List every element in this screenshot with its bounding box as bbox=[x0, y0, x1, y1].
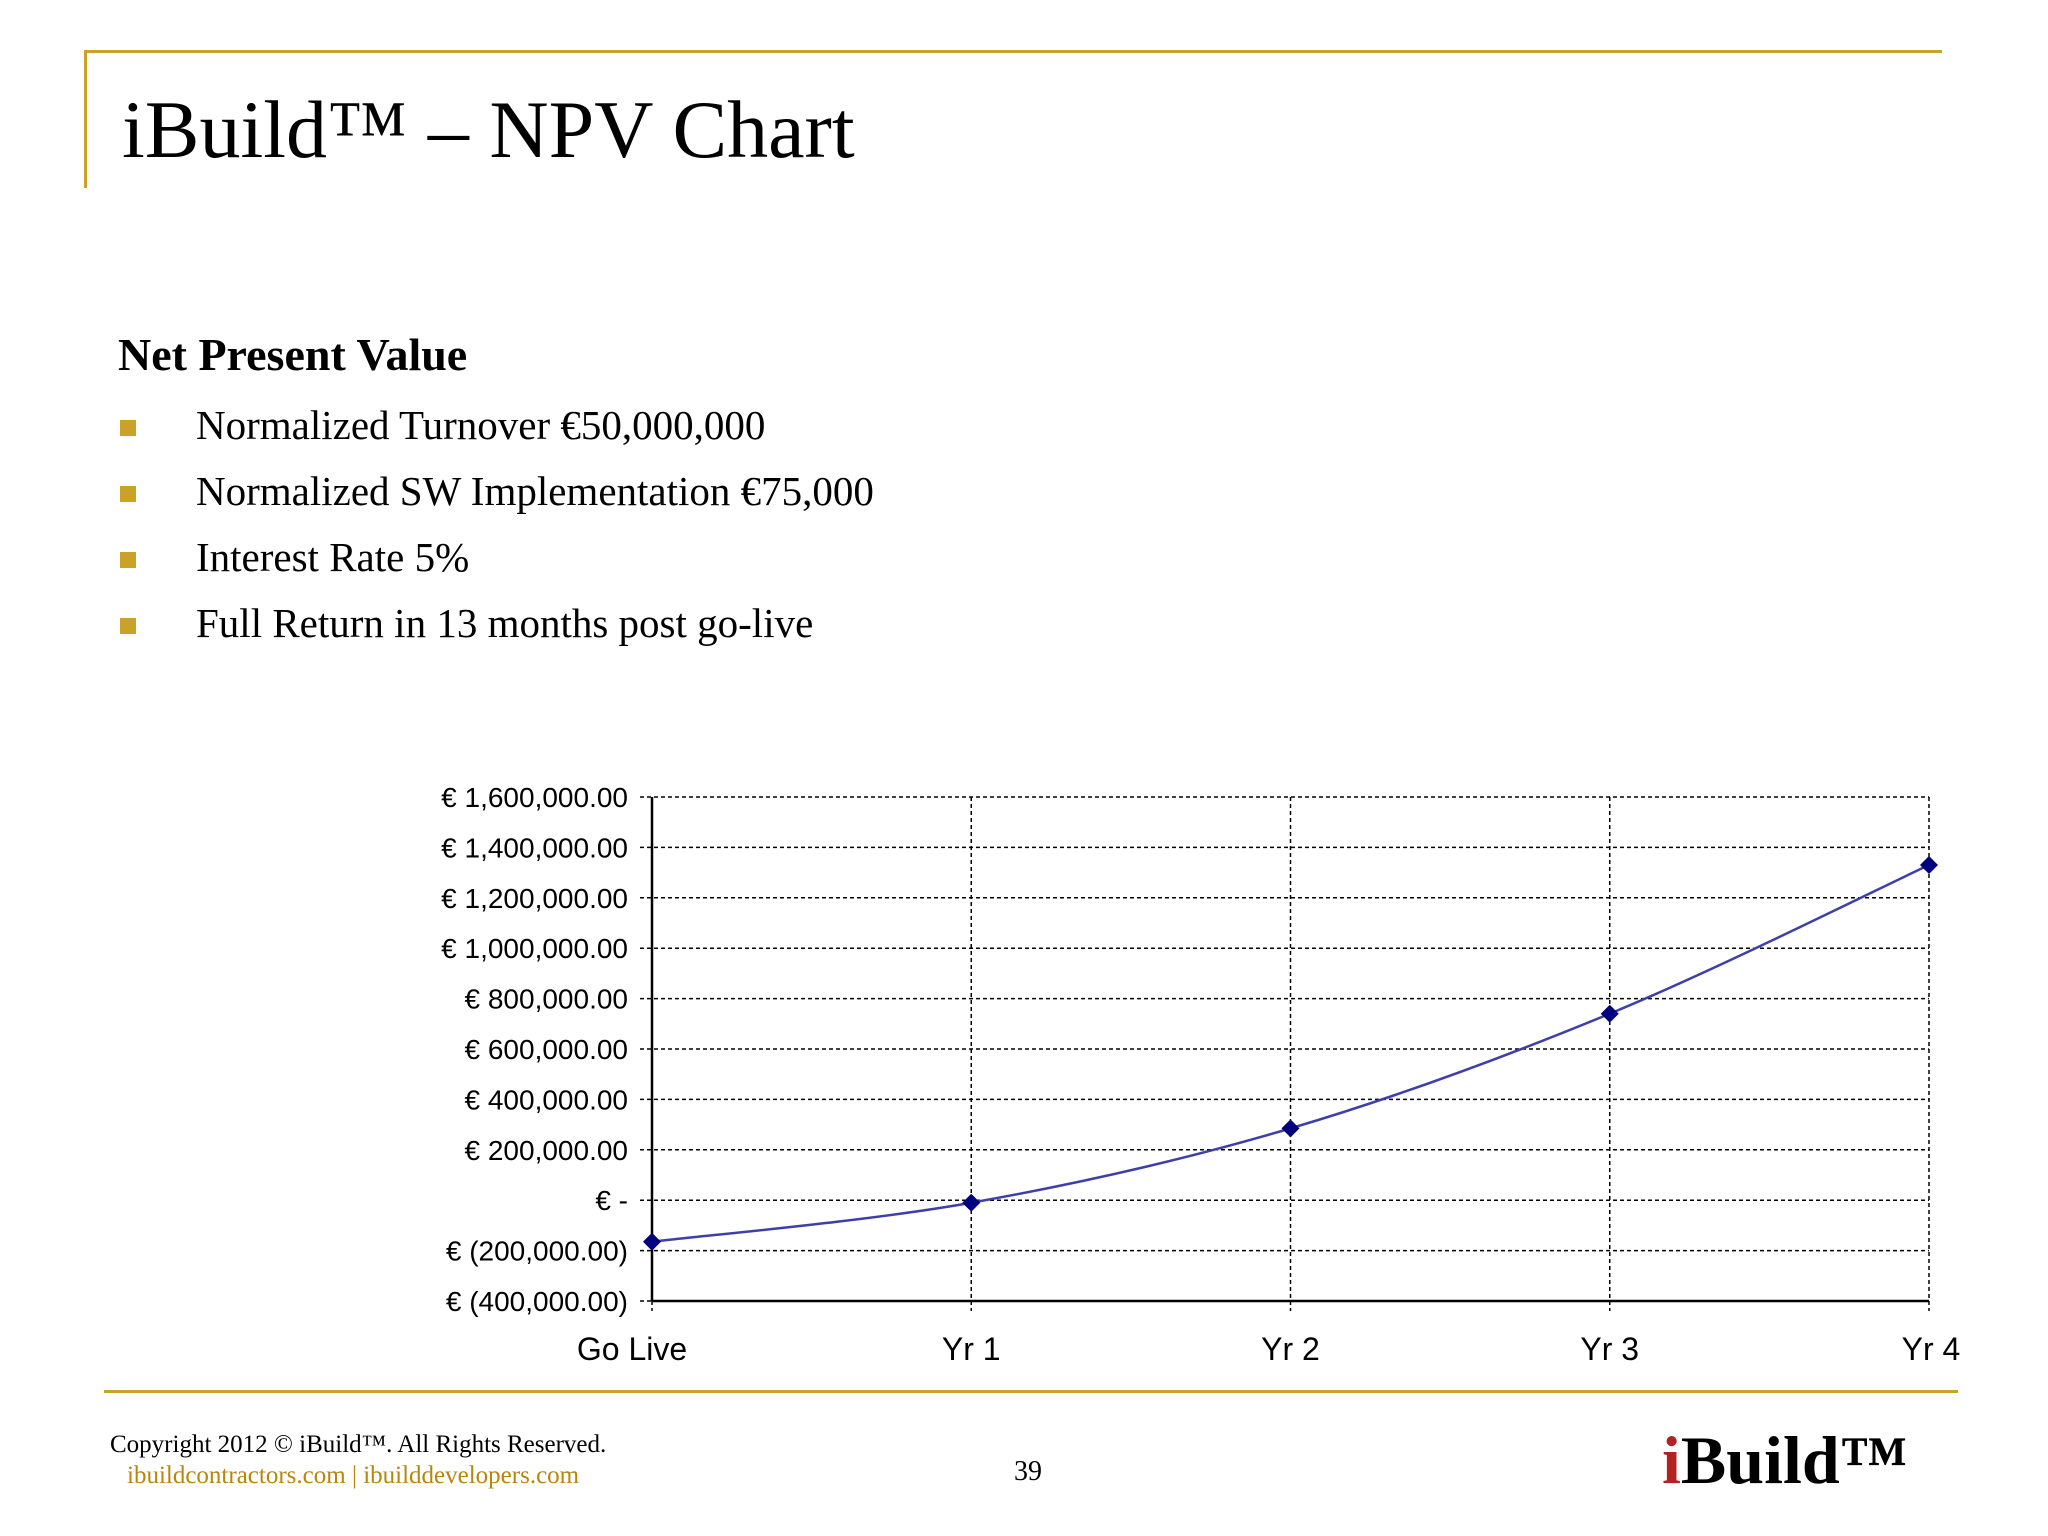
y-tick-label: € 1,200,000.00 bbox=[441, 883, 628, 914]
y-tick-label: € 1,600,000.00 bbox=[441, 782, 628, 813]
x-tick-label: Yr 1 bbox=[942, 1331, 1001, 1367]
title-frame-left-rule bbox=[84, 50, 87, 188]
bullet-text: Normalized Turnover €50,000,000 bbox=[196, 402, 766, 448]
slide-title: iBuild™ – NPV Chart bbox=[122, 84, 855, 175]
logo-rest: Build™ bbox=[1680, 1422, 1908, 1498]
footer-rule bbox=[104, 1390, 1958, 1393]
y-tick-label: € 600,000.00 bbox=[465, 1034, 629, 1065]
ibuild-logo: iBuild™ bbox=[1662, 1420, 1908, 1500]
x-tick-label: Yr 3 bbox=[1580, 1331, 1639, 1367]
square-bullet-icon bbox=[120, 420, 136, 436]
page-number: 39 bbox=[1014, 1456, 1042, 1487]
data-point-marker bbox=[1281, 1119, 1300, 1138]
data-point-marker bbox=[1920, 856, 1938, 875]
x-tick-label: Go Live bbox=[577, 1331, 687, 1367]
bullet-text: Interest Rate 5% bbox=[196, 534, 470, 580]
footer-links: ibuildcontractors.com | ibuilddevelopers… bbox=[127, 1462, 580, 1489]
x-tick-label: Yr 4 bbox=[1902, 1331, 1961, 1367]
y-tick-label: € 400,000.00 bbox=[465, 1084, 629, 1115]
y-tick-label: € (400,000.00) bbox=[446, 1286, 628, 1317]
y-tick-label: € 1,000,000.00 bbox=[441, 933, 628, 964]
y-tick-label: € 800,000.00 bbox=[465, 984, 629, 1015]
square-bullet-icon bbox=[120, 618, 136, 634]
y-tick-label: € (200,000.00) bbox=[446, 1236, 628, 1267]
bullet-text: Full Return in 13 months post go-live bbox=[196, 600, 814, 646]
x-tick-label: Yr 2 bbox=[1261, 1331, 1320, 1367]
square-bullet-icon bbox=[120, 486, 136, 502]
y-tick-label: € - bbox=[595, 1185, 628, 1216]
data-point-marker bbox=[1600, 1004, 1619, 1023]
logo-prefix: i bbox=[1662, 1422, 1681, 1498]
y-tick-label: € 1,400,000.00 bbox=[441, 832, 628, 863]
bullet-text: Normalized SW Implementation €75,000 bbox=[196, 468, 874, 514]
data-point-marker bbox=[962, 1193, 981, 1212]
data-point-marker bbox=[643, 1232, 661, 1251]
y-tick-label: € 200,000.00 bbox=[465, 1135, 629, 1166]
section-heading: Net Present Value bbox=[118, 329, 468, 380]
title-frame-top-rule bbox=[84, 50, 1942, 53]
square-bullet-icon bbox=[120, 552, 136, 568]
copyright-text: Copyright 2012 © iBuild™. All Rights Res… bbox=[110, 1431, 607, 1458]
